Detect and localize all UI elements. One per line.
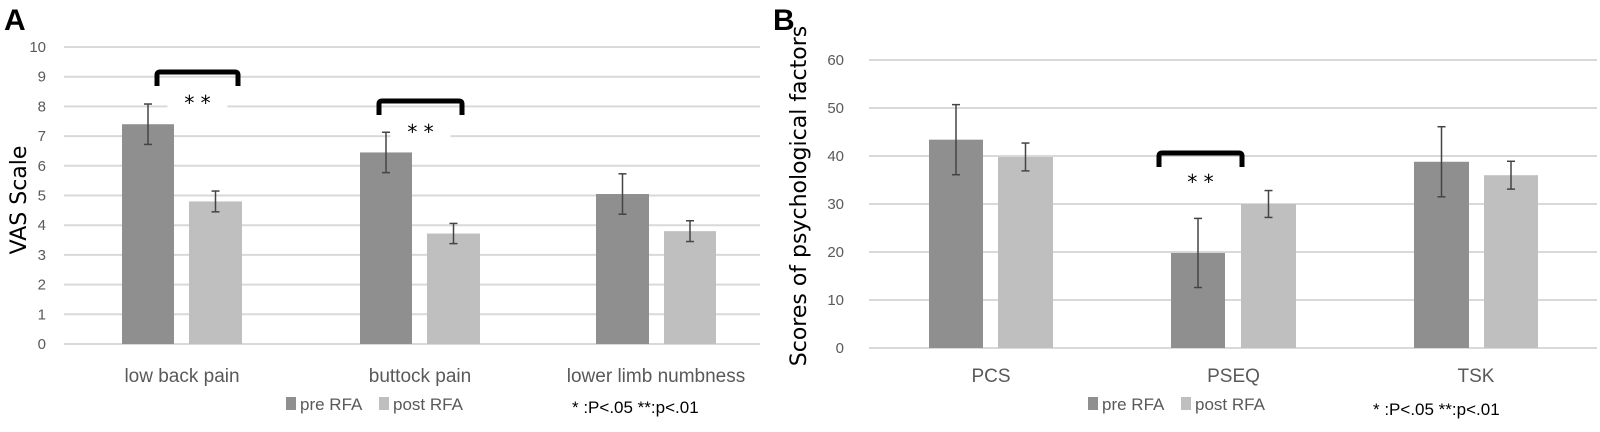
- y-axis-title: Scores of psychological factors: [787, 26, 812, 366]
- x-category-label: PSEQ: [1207, 366, 1260, 387]
- y-tick-label: 4: [38, 217, 46, 234]
- legend-label: pre RFA: [300, 395, 363, 414]
- bar-post-rfa: [189, 201, 242, 344]
- y-tick-label: 7: [38, 128, 46, 145]
- bar-pre-rfa: [360, 152, 412, 344]
- y-tick-label: 10: [827, 292, 844, 309]
- legend-label: post RFA: [1195, 395, 1266, 414]
- x-category-label: TSK: [1458, 366, 1495, 387]
- y-tick-label: 9: [38, 69, 46, 86]
- y-tick-label: 60: [827, 52, 844, 69]
- significance-note: * :P<.05 **:p<.01: [1373, 400, 1500, 419]
- significance-bracket: [376, 98, 465, 115]
- significance-bracket: [1156, 150, 1245, 167]
- significance-label: * *: [184, 91, 210, 115]
- panel-label: A: [4, 4, 26, 37]
- y-tick-label: 6: [38, 158, 46, 175]
- y-tick-label: 40: [827, 148, 844, 165]
- legend-label: post RFA: [393, 395, 464, 414]
- legend-label: pre RFA: [1102, 395, 1165, 414]
- significance-label: * *: [407, 120, 433, 144]
- y-tick-label: 10: [29, 39, 46, 56]
- significance-bracket: [154, 69, 241, 86]
- bar-post-rfa: [1241, 204, 1296, 348]
- y-tick-label: 2: [38, 277, 46, 294]
- legend-swatch: [1181, 397, 1191, 410]
- bar-pre-rfa: [596, 194, 649, 344]
- bar-post-rfa: [664, 231, 716, 344]
- chart-panel-A: A VAS Scale 0 1 2 3 4 5 6 7 8 9 10 low back pain butto…: [4, 4, 760, 417]
- x-category-label: lower limb numbness: [567, 366, 745, 387]
- y-tick-label: 1: [38, 306, 46, 323]
- y-tick-label: 0: [38, 336, 46, 353]
- y-tick-label: 30: [827, 196, 844, 213]
- bar-post-rfa: [1484, 175, 1538, 348]
- significance-label-bg: [1170, 169, 1231, 195]
- legend-swatch: [379, 397, 389, 410]
- x-category-label: low back pain: [124, 366, 239, 387]
- y-axis-title: VAS Scale: [7, 146, 32, 255]
- bar-post-rfa: [427, 233, 480, 344]
- significance-note: * :P<.05 **:p<.01: [572, 398, 699, 417]
- x-category-label: PCS: [971, 366, 1010, 387]
- y-tick-label: 8: [38, 98, 46, 115]
- significance-label: * *: [1187, 170, 1213, 194]
- bar-post-rfa: [998, 156, 1053, 348]
- y-tick-label: 20: [827, 244, 844, 261]
- y-tick-label: 3: [38, 247, 46, 264]
- y-tick-label: 50: [827, 100, 844, 117]
- y-tick-label: 0: [836, 340, 844, 357]
- x-category-label: buttock pain: [369, 366, 471, 387]
- y-tick-label: 5: [38, 188, 46, 205]
- legend-swatch: [286, 397, 296, 410]
- significance-label-bg: [167, 90, 228, 116]
- bar-pre-rfa: [122, 124, 174, 344]
- legend-swatch: [1088, 397, 1098, 410]
- panel-label: B: [773, 4, 795, 37]
- significance-label-bg: [390, 119, 451, 145]
